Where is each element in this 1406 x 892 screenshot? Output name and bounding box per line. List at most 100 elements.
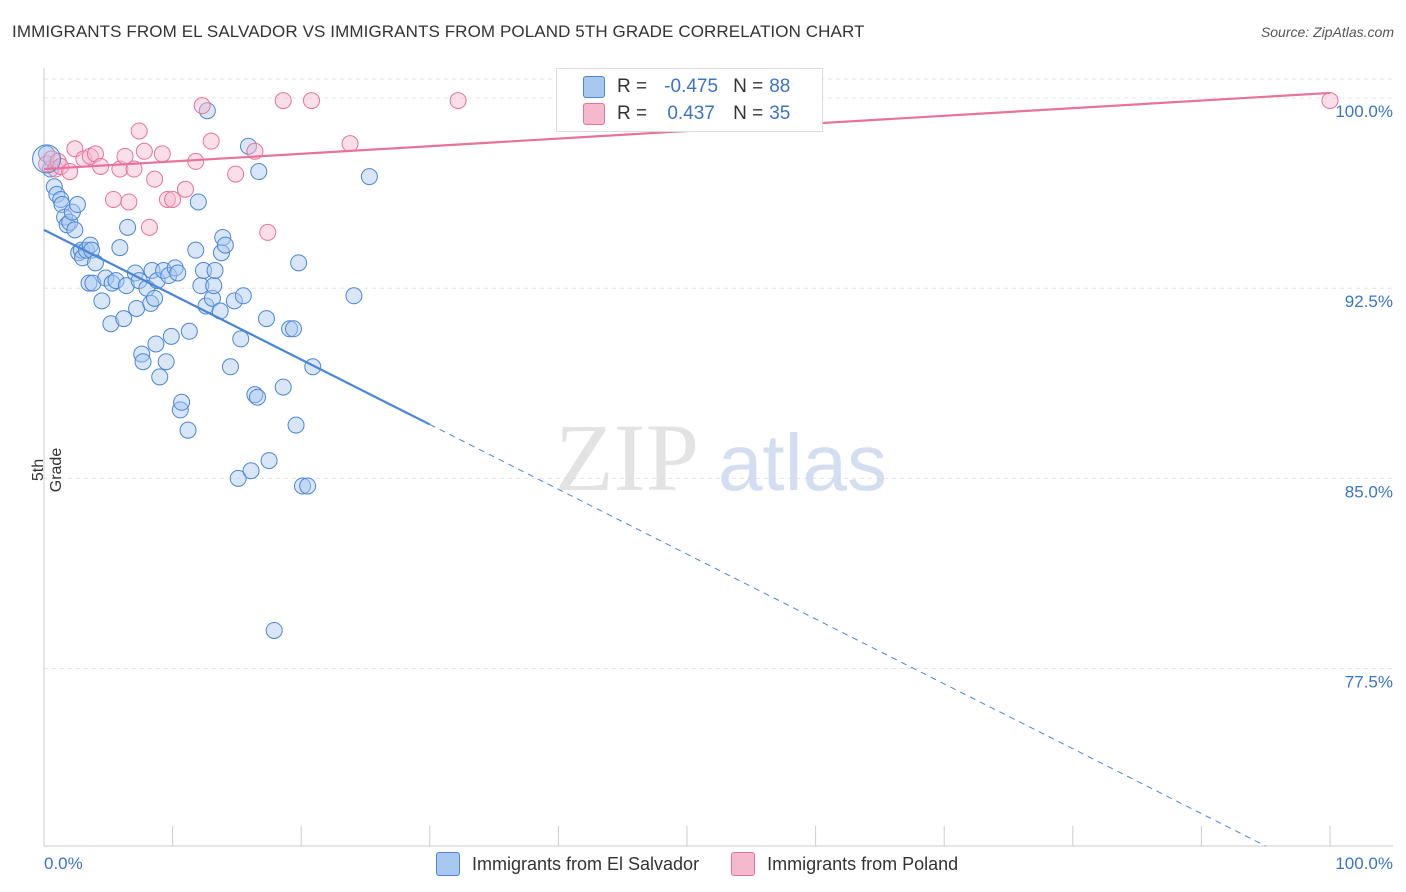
point-el-salvador <box>187 241 205 259</box>
point-el-salvador <box>293 477 311 495</box>
legend-r-value: 0.437 <box>667 103 715 124</box>
point-poland <box>202 132 220 150</box>
point-el-salvador <box>225 292 243 310</box>
legend-n-label: N = <box>733 103 764 124</box>
axes <box>43 68 1393 847</box>
point-el-salvador <box>68 196 86 214</box>
data-points <box>32 92 1339 639</box>
legend-label-poland: Immigrants from Poland <box>767 853 959 874</box>
point-el-salvador <box>162 327 180 345</box>
legend-swatch-poland <box>583 103 605 125</box>
point-poland <box>120 193 138 211</box>
legend-n-value: 35 <box>769 103 791 124</box>
point-el-salvador <box>173 393 191 411</box>
point-el-salvador <box>345 287 363 305</box>
series-el-salvador <box>38 102 378 639</box>
point-el-salvador <box>248 388 266 406</box>
point-el-salvador <box>203 289 221 307</box>
point-poland <box>146 170 164 188</box>
point-poland <box>1321 92 1339 110</box>
point-el-salvador <box>80 274 98 292</box>
point-el-salvador <box>290 254 308 272</box>
point-el-salvador <box>229 469 247 487</box>
point-poland <box>135 142 153 160</box>
point-el-salvador <box>281 320 299 338</box>
point-poland <box>158 190 176 208</box>
point-el-salvador <box>265 621 283 639</box>
point-poland <box>86 145 104 163</box>
y-tick-label: 92.5% <box>1345 292 1393 311</box>
x-tick-label: 0.0% <box>44 854 83 873</box>
point-el-salvador <box>180 322 198 340</box>
point-el-salvador <box>206 261 224 279</box>
point-el-salvador <box>198 102 216 120</box>
source-label: Source: ZipAtlas.com <box>1260 24 1394 40</box>
y-tick-label: 85.0% <box>1345 482 1393 501</box>
point-poland <box>130 122 148 140</box>
y-axis-label: 5th Grade <box>30 447 65 493</box>
point-el-salvador <box>299 477 317 495</box>
point-el-salvador <box>111 239 129 257</box>
legend-n-label: N = <box>733 76 764 97</box>
point-poland <box>104 190 122 208</box>
point-poland <box>140 218 158 236</box>
point-el-salvador <box>304 358 322 376</box>
point-el-salvador <box>246 386 264 404</box>
point-el-salvador <box>221 358 239 376</box>
y-tick-label: 100.0% <box>1335 102 1393 121</box>
x-tick-label: 100.0% <box>1335 854 1393 873</box>
point-el-salvador <box>157 353 175 371</box>
point-poland <box>153 145 171 163</box>
point-el-salvador <box>146 289 164 307</box>
point-poland <box>259 223 277 241</box>
trendline-el-salvador-extension <box>429 423 1266 847</box>
y-tick-label: 77.5% <box>1345 673 1393 692</box>
point-el-salvador <box>274 378 292 396</box>
point-el-salvador <box>86 254 104 272</box>
point-el-salvador <box>147 335 165 353</box>
point-el-salvador <box>115 310 133 328</box>
watermark-atlas: atlas <box>718 418 887 507</box>
point-el-salvador <box>257 310 275 328</box>
legend-swatch-el-salvador <box>436 852 460 876</box>
point-el-salvador <box>134 353 152 371</box>
point-el-salvador <box>169 264 187 282</box>
legend-r-label: R = <box>617 103 648 124</box>
point-el-salvador <box>166 259 184 277</box>
legend-swatch-poland <box>731 852 756 876</box>
point-el-salvador <box>84 274 102 292</box>
stats-legend: R = -0.475 N = 88 R = 0.437 N = 35 <box>556 68 823 132</box>
legend-swatch-el-salvador <box>583 76 605 98</box>
point-el-salvador <box>284 320 302 338</box>
legend-r-value: -0.475 <box>664 76 719 97</box>
point-el-salvador <box>250 163 268 181</box>
legend-item-el-salvador: Immigrants from El Salvador <box>436 852 699 876</box>
legend-row-poland: R = 0.437 N = 35 <box>583 102 790 126</box>
point-el-salvador <box>360 168 378 186</box>
point-poland <box>164 190 182 208</box>
point-el-salvador <box>232 330 250 348</box>
point-el-salvador-cluster <box>32 144 62 174</box>
legend-n-value: 88 <box>769 76 791 97</box>
series-poland <box>38 92 1339 241</box>
legend-r-label: R = <box>617 76 648 97</box>
chart-title: IMMIGRANTS FROM EL SALVADOR VS IMMIGRANT… <box>12 22 865 41</box>
point-el-salvador <box>260 452 278 470</box>
point-el-salvador <box>189 193 207 211</box>
watermark: ZIP atlas <box>555 404 887 511</box>
point-el-salvador <box>102 315 120 333</box>
series-legend: Immigrants from El Salvador Immigrants f… <box>436 852 990 876</box>
tick-labels: 100.0% 92.5% 85.0% 77.5% 0.0% 100.0% <box>44 102 1393 873</box>
point-el-salvador <box>205 277 223 295</box>
point-poland <box>449 92 467 110</box>
legend-item-poland: Immigrants from Poland <box>731 852 958 876</box>
point-el-salvador <box>107 272 125 290</box>
grid-lines <box>44 78 1392 670</box>
point-el-salvador <box>128 299 146 317</box>
point-poland <box>302 92 320 110</box>
legend-label-el-salvador: Immigrants from El Salvador <box>472 853 700 874</box>
watermark-zip: ZIP <box>555 404 699 511</box>
point-el-salvador <box>151 368 169 386</box>
legend-row-el-salvador: R = -0.475 N = 88 <box>583 75 790 99</box>
